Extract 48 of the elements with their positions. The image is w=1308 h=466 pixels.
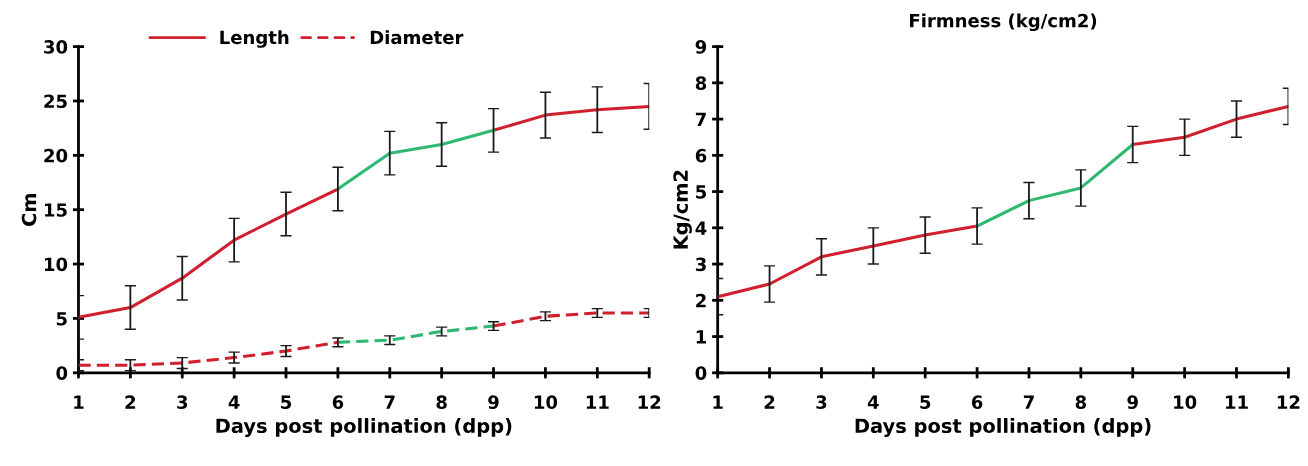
y-tick-label: 9 [695, 40, 707, 54]
x-tick-label: 6 [971, 395, 983, 409]
y-tick-label: 25 [44, 94, 67, 109]
y-axis-title: Cm [21, 193, 37, 226]
x-tick-label: 4 [228, 395, 240, 409]
y-tick-label: 6 [695, 148, 707, 163]
y-tick-label: 10 [44, 257, 68, 272]
x-tick-label: 1 [74, 395, 84, 409]
y-tick-label: 15 [44, 203, 67, 217]
x-tick-label: 10 [534, 395, 558, 409]
y-axis-title: Kg/cm2 [673, 170, 692, 249]
x-tick-label: 11 [586, 395, 609, 409]
y-tick-label: 4 [695, 221, 707, 235]
x-tick-label: 3 [816, 395, 827, 409]
x-tick-label: 5 [281, 395, 292, 409]
y-tick-label: 0 [56, 366, 68, 380]
x-tick-label: 9 [1127, 395, 1138, 409]
x-tick-label: 12 [1277, 395, 1300, 409]
x-tick-label: 2 [125, 395, 136, 409]
x-tick-label: 7 [384, 395, 395, 409]
legend-label: Diameter [370, 30, 464, 45]
y-tick-label: 1 [696, 330, 707, 344]
x-tick-label: 6 [332, 395, 344, 409]
x-tick-label: 10 [1174, 395, 1197, 409]
y-tick-label: 8 [695, 76, 707, 90]
y-tick-label: 7 [695, 112, 706, 126]
y-tick-label: 2 [696, 293, 706, 308]
x-tick-label: 9 [488, 395, 499, 409]
chart-title: Firmness (kg/cm2) [910, 13, 1097, 32]
x-tick-label: 8 [1075, 395, 1087, 409]
x-tick-label: 8 [436, 395, 447, 409]
x-tick-label: 7 [1023, 395, 1034, 409]
y-tick-label: 20 [44, 148, 68, 163]
x-tick-label: 1 [713, 395, 723, 409]
legend-label: Length [220, 30, 289, 48]
x-axis-title: Days post pollination (dpp) [855, 418, 1151, 438]
y-tick-label: 30 [44, 40, 68, 54]
x-tick-label: 4 [867, 395, 879, 409]
x-tick-label: 3 [177, 395, 188, 409]
x-tick-label: 2 [764, 395, 775, 409]
x-tick-label: 11 [1225, 395, 1248, 409]
y-tick-label: 5 [696, 185, 706, 199]
x-tick-label: 12 [638, 395, 661, 409]
x-tick-label: 5 [920, 395, 931, 409]
y-tick-label: 0 [695, 366, 707, 380]
y-tick-label: 5 [56, 312, 67, 326]
y-tick-label: 3 [695, 257, 706, 272]
x-axis-title: Days post pollination (dpp) [216, 418, 512, 438]
